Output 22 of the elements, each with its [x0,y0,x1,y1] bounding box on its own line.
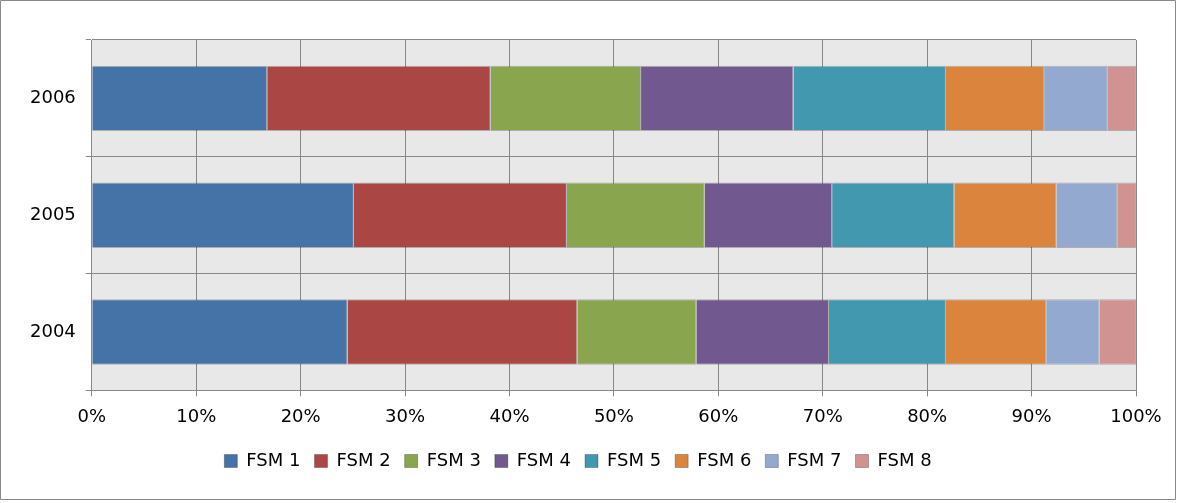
legend-label: FSM 7 [787,448,842,470]
legend-label: FSM 4 [516,448,571,470]
legend-label: FSM 3 [426,448,481,470]
x-tick-label: 40% [489,404,530,426]
y-tick-label: 2004 [30,319,76,341]
legend-label: FSM 8 [877,448,932,470]
x-tick-label: 20% [280,404,321,426]
legend-label: FSM 6 [697,448,752,470]
x-tick-label: 90% [1011,404,1052,426]
x-tick-label: 100% [1110,404,1162,426]
x-tick-label: 70% [802,404,843,426]
legend-label: FSM 2 [336,448,391,470]
x-tick-label: 80% [907,404,948,426]
y-tick-label: 2005 [30,202,76,224]
x-tick-label: 60% [698,404,739,426]
legend-label: FSM 1 [246,448,301,470]
y-tick-label: 2006 [30,86,76,108]
x-tick-label: 30% [385,404,426,426]
x-tick-label: 50% [593,404,634,426]
x-tick-label: 0% [77,404,107,426]
x-tick-label: 10% [176,404,217,426]
legend-label: FSM 5 [607,448,662,470]
